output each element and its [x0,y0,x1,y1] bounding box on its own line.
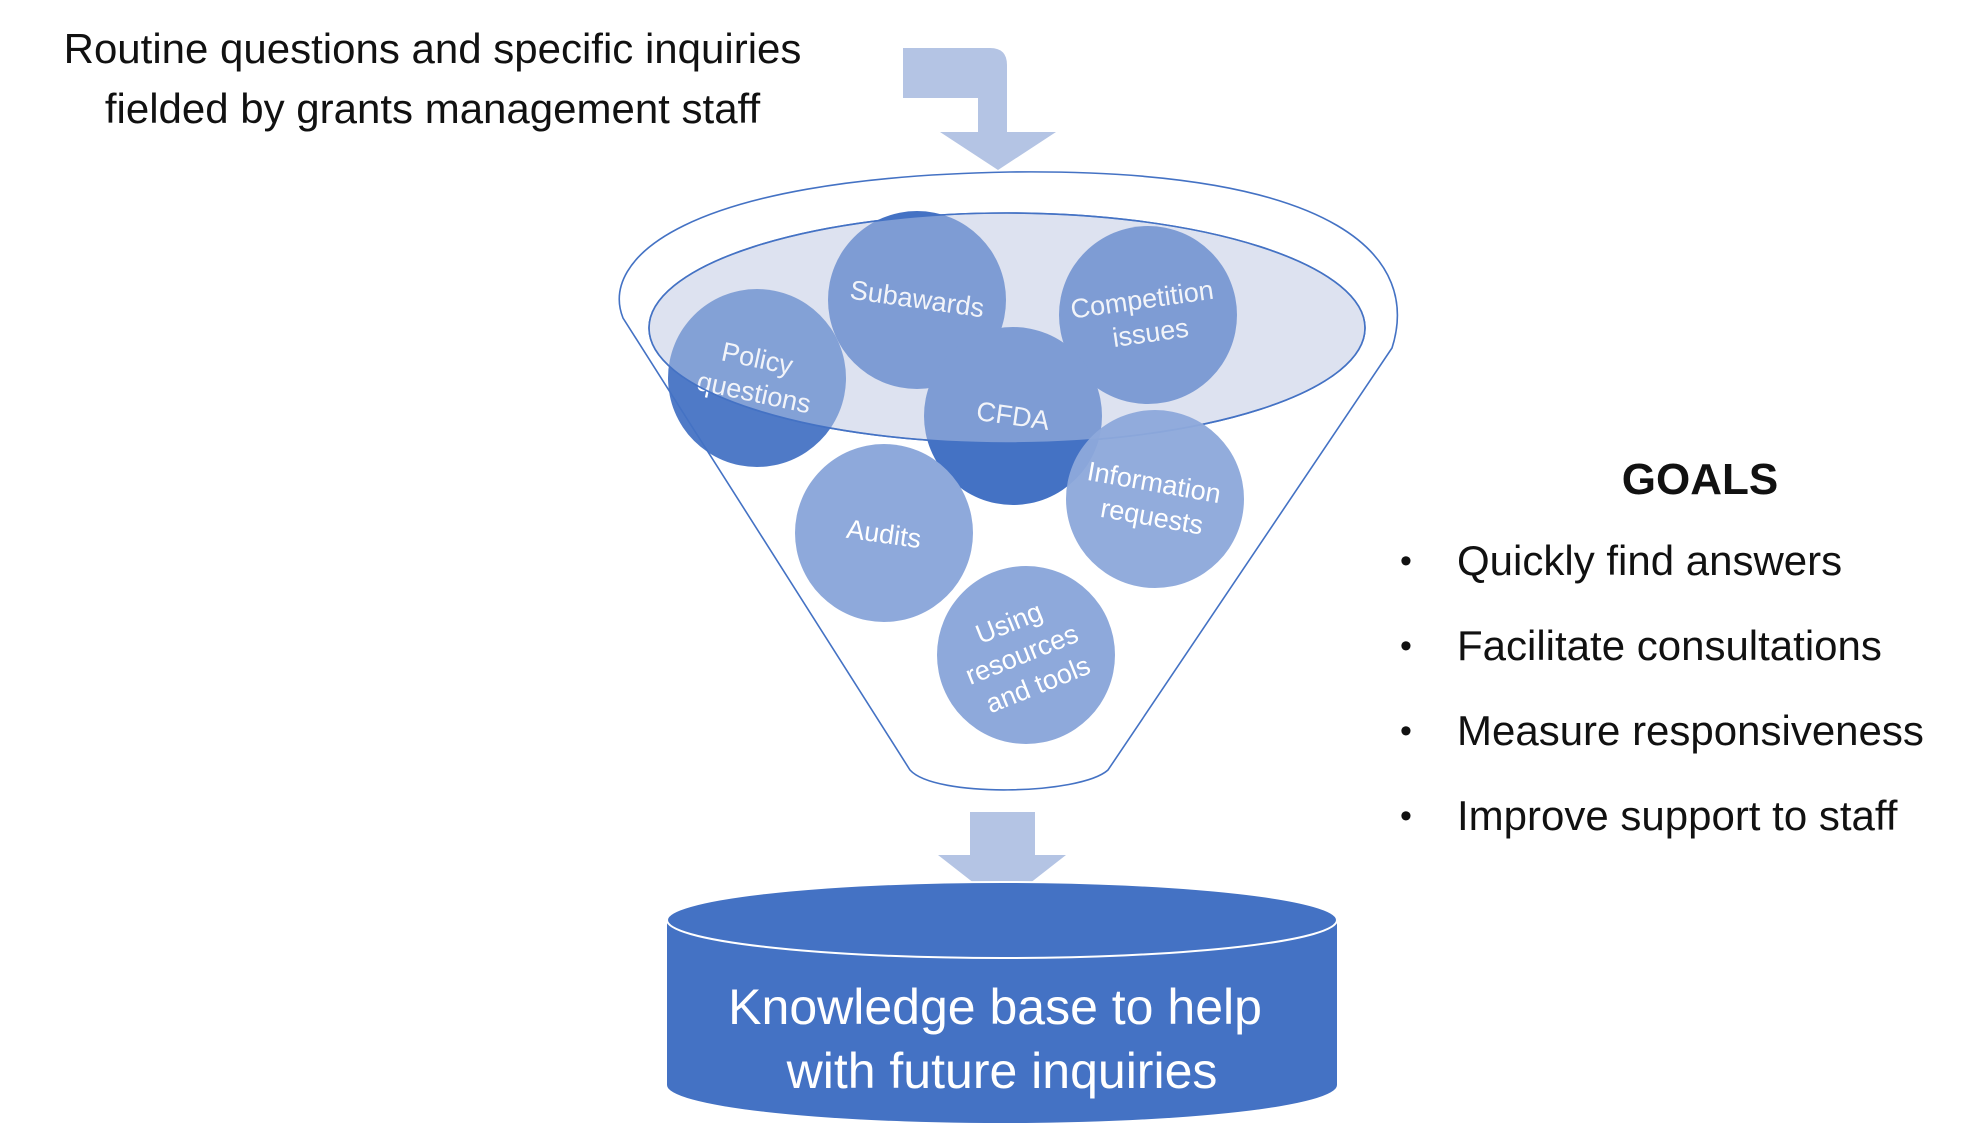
knowledge-base-cylinder: Knowledge base to help with future inqui… [666,881,1338,1123]
circle-using-resources-and-tools: Using resources and tools [937,566,1115,744]
using-resources-circle [937,566,1115,744]
goals-title: GOALS [1621,455,1779,504]
cylinder-top [666,881,1338,959]
bullet-icon: • [1400,797,1412,835]
bullet-icon: • [1400,627,1412,665]
goal-item: • Improve support to staff [1400,785,1924,870]
funnel-rim-overlay [648,212,1366,444]
circle-audits: Audits [795,444,973,622]
circle-information-requests: Information requests [1066,410,1244,588]
goal-item: • Quickly find answers [1400,530,1924,615]
goal-item-label: Facilitate consultations [1457,622,1882,669]
goal-item-label: Improve support to staff [1457,792,1898,839]
goal-item-label: Measure responsiveness [1457,707,1924,754]
knowledge-base-label-1: Knowledge base to help [728,979,1262,1035]
curved-arrow-icon [903,48,1056,170]
knowledge-base-label-2: with future inquiries [786,1043,1218,1099]
bullet-icon: • [1400,712,1412,750]
cfda-circle [924,327,1102,505]
svg-text:Knowledge base to help w: Knowledge base to help with future inqui… [728,979,1276,1099]
cylinder-body [667,920,1337,1123]
goal-item: • Facilitate consultations [1400,615,1924,700]
information-requests-circle [1066,410,1244,588]
header-line-2: fielded by grants management staff [104,85,761,132]
bullet-icon: • [1400,542,1412,580]
goal-item-label: Quickly find answers [1457,537,1843,584]
competition-issues-circle [1059,226,1237,404]
audits-circle [795,444,973,622]
circle-competition-issues: Competition issues [1059,226,1237,404]
down-arrow-icon [938,812,1066,905]
goals-list: • Quickly find answers • Facilitate consul… [1400,530,1924,870]
header-line-1: Routine questions and specific inquiries [63,25,802,72]
circle-cfda: CFDA [924,327,1102,505]
goal-item: • Measure responsiveness [1400,700,1924,785]
circle-policy-questions: Policy questions [668,289,846,467]
